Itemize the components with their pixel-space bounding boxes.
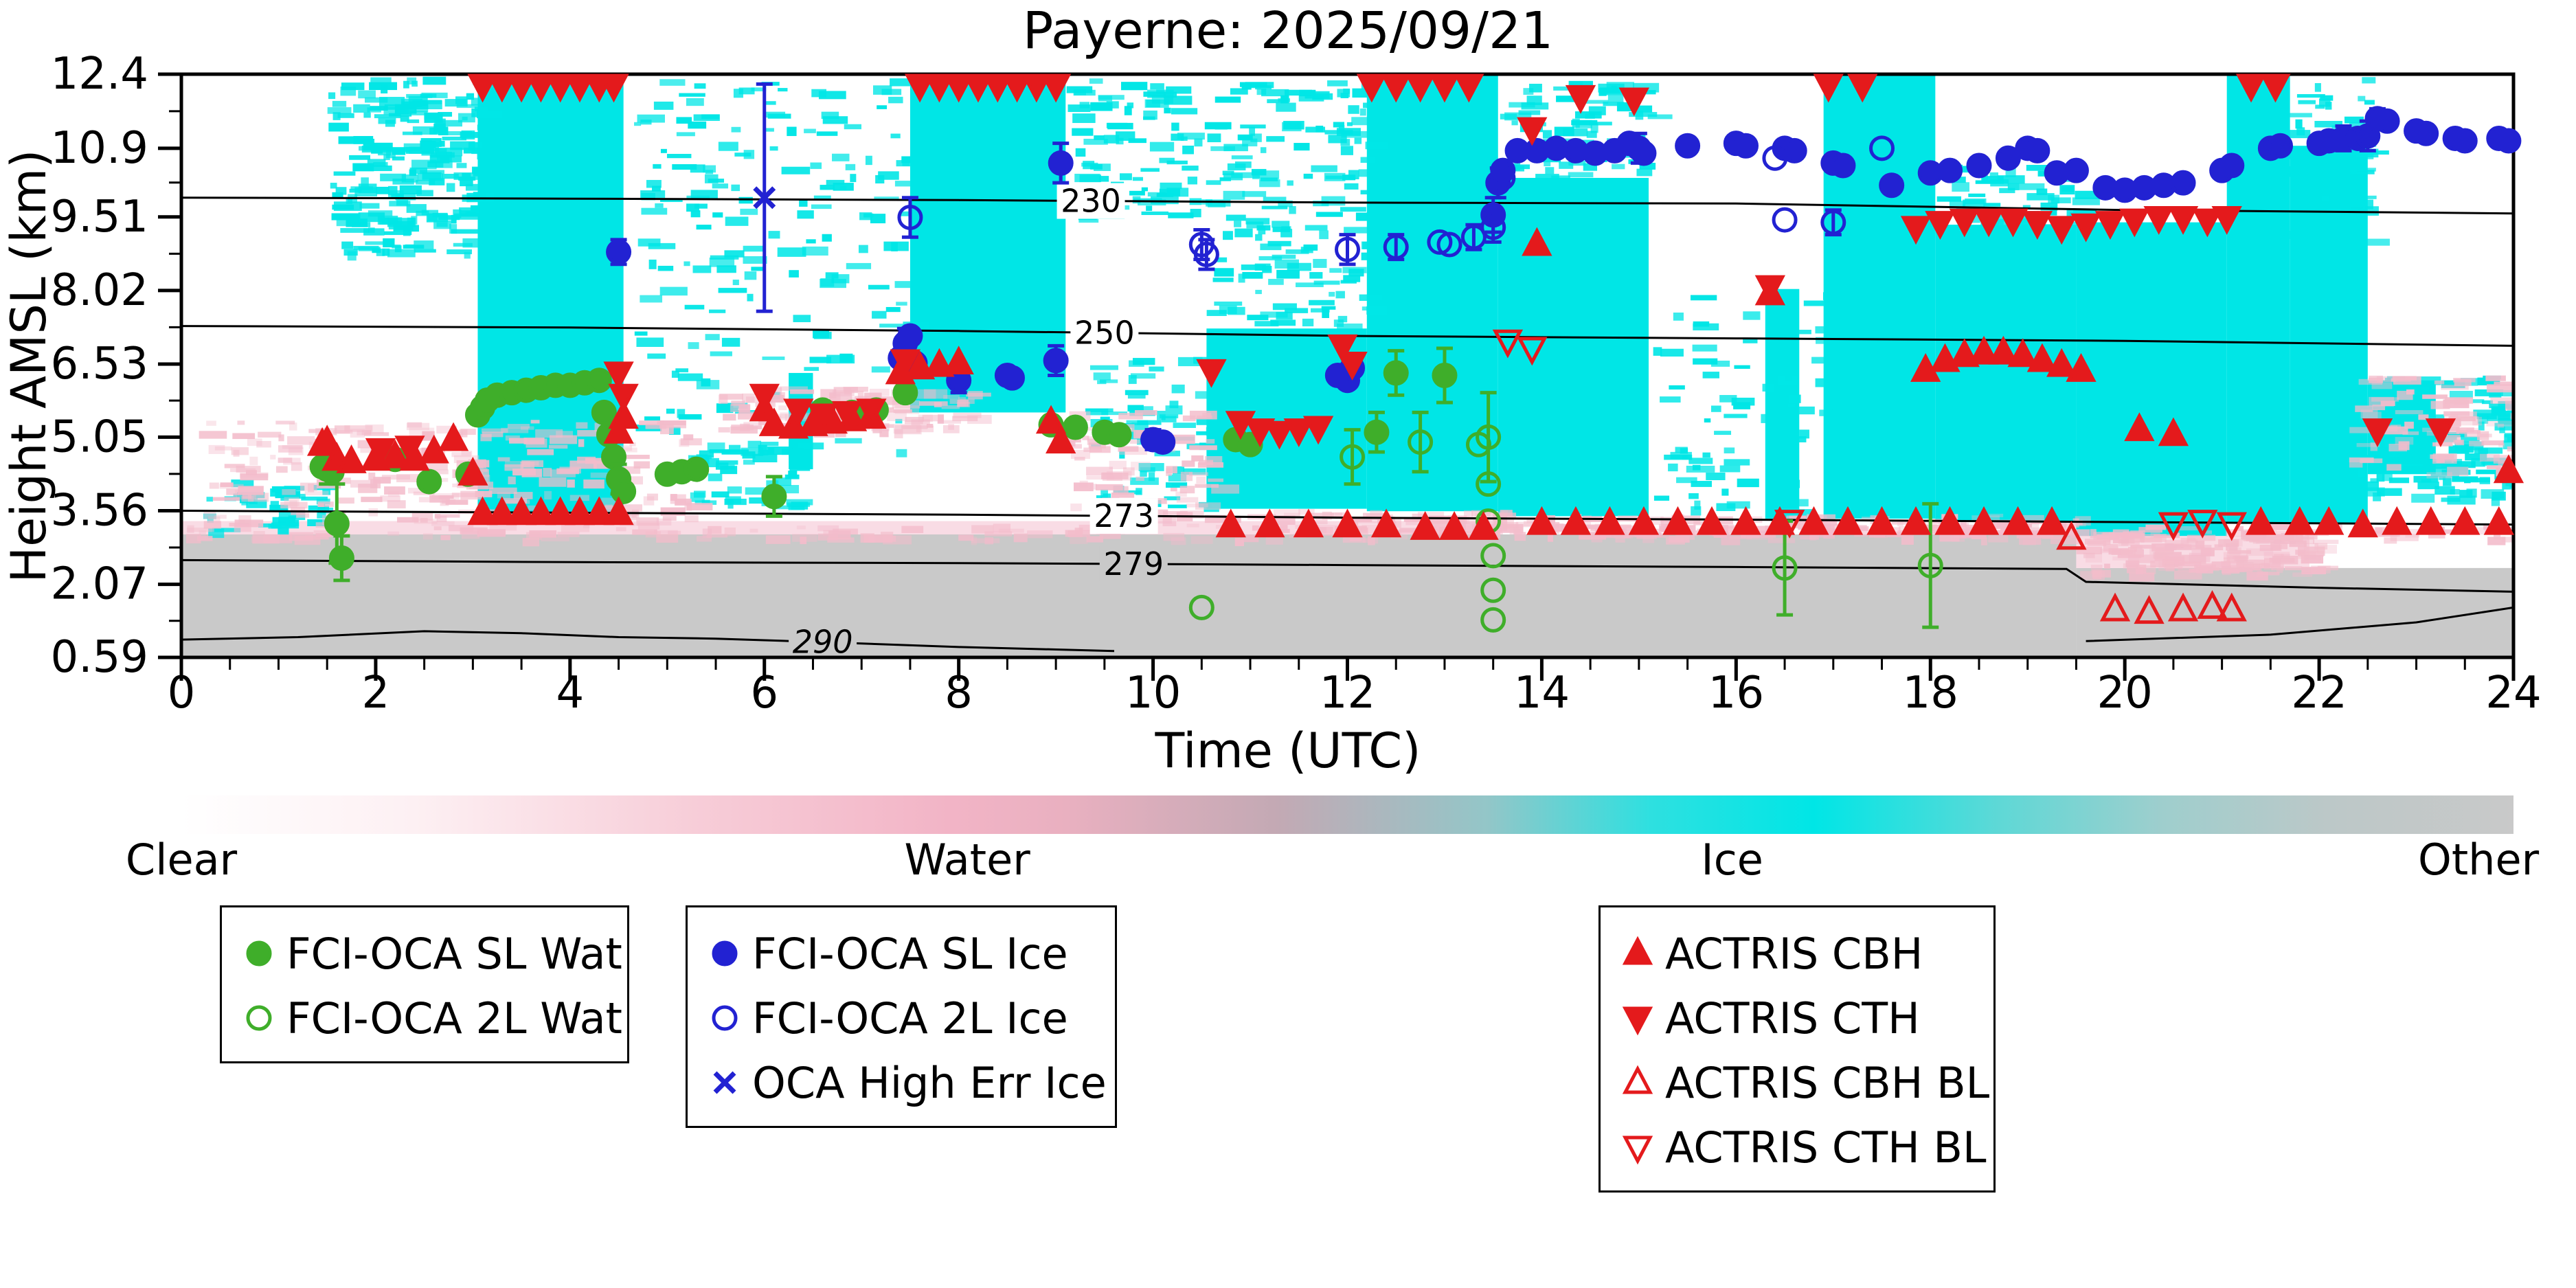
- triangle-down-filled-icon: [1622, 1006, 1653, 1036]
- series-actris-cbh-bl: [2056, 521, 2247, 624]
- x-tick-label: 16: [1708, 668, 1764, 719]
- y-tick-label: 12.4: [51, 49, 149, 100]
- legend-label: ACTRIS CBH: [1665, 928, 1923, 979]
- legend-item: OCA High Err Ice: [700, 1050, 1115, 1115]
- colorbar-label-other: Other: [2418, 835, 2540, 885]
- contour-label-230: 230: [1061, 183, 1121, 220]
- series-actris-cth-bl: [1492, 329, 2247, 541]
- triangle-up-filled-icon: [1622, 936, 1653, 965]
- axis-ticks: 0 2 4 6 8 10 12 14 16 18 20 22 240.592.073.565.056.5…: [51, 49, 2542, 719]
- legend-label: FCI-OCA 2L Ice: [752, 993, 1068, 1043]
- colorbar: [181, 795, 2513, 834]
- series-fci-oca-2l-ice: [897, 135, 1895, 271]
- x-tick-label: 0: [168, 668, 196, 719]
- legend-label: ACTRIS CBH BL: [1665, 1057, 1990, 1108]
- y-tick-label: 5.05: [51, 411, 149, 462]
- x-tick-label: 10: [1125, 668, 1181, 719]
- legend-box-2: FCI-OCA SL Ice FCI-OCA 2L Ice OCA High Err…: [686, 905, 1117, 1128]
- x-tick-label: 22: [2291, 668, 2347, 719]
- triangle-down-open-icon: [1622, 1136, 1653, 1165]
- x-tick-label: 14: [1514, 668, 1570, 719]
- legend-item: ACTRIS CTH: [1613, 986, 1993, 1050]
- legend-item: ACTRIS CTH BL: [1613, 1115, 1993, 1179]
- legend-item: FCI-OCA SL Wat: [234, 921, 627, 986]
- y-tick-label: 0.59: [51, 632, 149, 683]
- colorbar-label-clear: Clear: [125, 835, 238, 885]
- circle-filled-icon: [246, 940, 272, 967]
- series-fci-oca-2l-wat: [1188, 391, 1943, 633]
- series-actris-cbh: [306, 227, 2524, 540]
- y-tick-label: 6.53: [51, 339, 149, 389]
- x-axis-label: Time (UTC): [1155, 723, 1421, 779]
- legend-item: FCI-OCA 2L Wat: [234, 986, 627, 1050]
- x-tick-label: 24: [2485, 668, 2541, 719]
- legend-label: ACTRIS CTH: [1665, 993, 1920, 1043]
- legend-label: OCA High Err Ice: [752, 1057, 1107, 1108]
- x-tick-label: 12: [1320, 668, 1375, 719]
- series-oca-high-err-ice: [753, 82, 776, 313]
- colorbar-label-ice: Ice: [1701, 835, 1763, 885]
- x-tick-label: 6: [750, 668, 778, 719]
- y-tick-label: 2.07: [51, 559, 149, 610]
- chart-title: Payerne: 2025/09/21: [1022, 1, 1554, 60]
- legend-item: FCI-OCA SL Ice: [700, 921, 1115, 986]
- x-tick-label: 8: [945, 668, 973, 719]
- legend-box-1: FCI-OCA SL Wat FCI-OCA 2L Wat: [220, 905, 629, 1063]
- circle-open-icon: [712, 1005, 738, 1031]
- x-tick-label: 18: [1903, 668, 1958, 719]
- y-tick-label: 3.56: [51, 485, 149, 536]
- circle-filled-icon: [712, 940, 738, 967]
- legend-label: FCI-OCA SL Ice: [752, 928, 1068, 979]
- legend-label: FCI-OCA 2L Wat: [286, 993, 622, 1043]
- legend-item: FCI-OCA 2L Ice: [700, 986, 1115, 1050]
- legend-label: FCI-OCA SL Wat: [286, 928, 622, 979]
- contour-label-290: 290: [793, 624, 853, 661]
- colorbar-label-water: Water: [904, 835, 1030, 885]
- x-tick-label: 20: [2097, 668, 2152, 719]
- x-tick-label: 4: [556, 668, 584, 719]
- legend-box-3: ACTRIS CBH ACTRIS CTH ACTRIS CBH BL ACTRIS …: [1598, 905, 1996, 1193]
- series-actris-cth: [365, 74, 2456, 467]
- x-open-icon: [713, 1071, 736, 1094]
- y-tick-label: 9.51: [51, 192, 149, 242]
- triangle-up-open-icon: [1622, 1065, 1653, 1094]
- legend-item: ACTRIS CBH BL: [1613, 1050, 1993, 1115]
- x-tick-label: 2: [362, 668, 390, 719]
- contour-label-250: 250: [1074, 315, 1135, 352]
- legend-label: ACTRIS CTH BL: [1665, 1122, 1987, 1173]
- contour-label-279: 279: [1103, 545, 1164, 583]
- legend-item: ACTRIS CBH: [1613, 921, 1993, 986]
- y-tick-label: 8.02: [51, 265, 149, 316]
- y-tick-label: 10.9: [51, 123, 149, 174]
- circle-open-icon: [246, 1005, 272, 1031]
- contour-label-273: 273: [1094, 497, 1154, 534]
